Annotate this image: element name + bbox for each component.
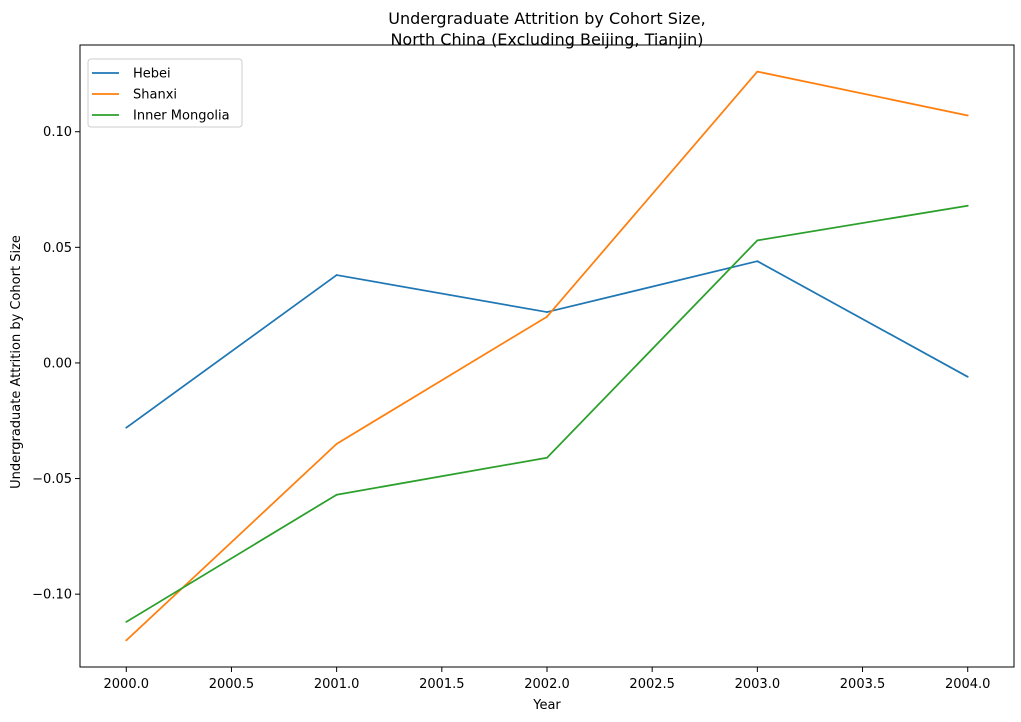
- x-tick-label: 2003.0: [735, 677, 781, 692]
- y-tick-label: 0.10: [43, 125, 72, 140]
- data-point-shanxi: [756, 70, 759, 73]
- data-point-inner-mongolia: [335, 493, 338, 496]
- x-axis-label: Year: [532, 698, 561, 713]
- y-tick-label: 0.00: [43, 356, 72, 371]
- data-point-inner-mongolia: [125, 621, 128, 623]
- chart-title-line-2: North China (Excluding Beijing, Tianjin): [390, 30, 703, 49]
- x-tick-label: 2000.5: [209, 677, 255, 692]
- x-tick-label: 2002.5: [629, 677, 675, 692]
- y-tick-label: 0.05: [43, 241, 72, 256]
- x-tick-label: 2001.5: [419, 677, 465, 692]
- data-point-hebei: [966, 375, 969, 378]
- data-point-shanxi: [335, 442, 338, 445]
- series-line-inner-mongolia: [125, 204, 968, 623]
- legend-label-hebei: Hebei: [133, 67, 171, 82]
- x-tick-label: 2002.0: [524, 677, 570, 692]
- data-point-hebei: [756, 260, 759, 263]
- y-tick-label: −0.05: [32, 472, 72, 487]
- x-tick-label: 2001.0: [314, 677, 360, 692]
- y-tick-label: −0.10: [32, 588, 72, 603]
- series-line-hebei: [125, 260, 969, 429]
- data-point-inner-mongolia: [756, 239, 759, 242]
- x-tick-label: 2000.0: [104, 677, 150, 692]
- legend-label-shanxi: Shanxi: [133, 88, 177, 103]
- x-tick-label: 2003.5: [840, 677, 886, 692]
- data-point-inner-mongolia: [546, 456, 548, 459]
- data-point-hebei: [546, 311, 548, 313]
- data-point-shanxi: [546, 315, 548, 318]
- x-axis-ticks: 2000.0 2000.5 2001.0 2001.5 2002.0 2002.5 2003…: [104, 667, 991, 692]
- data-point-hebei: [335, 274, 338, 276]
- data-point-inner-mongolia: [966, 204, 969, 207]
- series-line-shanxi: [125, 70, 968, 642]
- series-lines: [125, 70, 969, 642]
- data-point-hebei: [125, 426, 128, 429]
- legend-box: [87, 58, 243, 128]
- y-axis-label: Undergraduate Attrition by Cohort Size: [9, 235, 24, 489]
- y-axis-ticks: −0.10 −0.05 0.00 0.05 0.10: [32, 125, 80, 603]
- data-point-shanxi: [966, 114, 969, 117]
- legend: Hebei Shanxi Inner Mongolia: [87, 58, 243, 128]
- chart-title-line-1: Undergraduate Attrition by Cohort Size,: [388, 9, 705, 28]
- plot-area-frame: [79, 44, 1015, 668]
- legend-label-inner-mongolia: Inner Mongolia: [133, 109, 230, 124]
- data-point-shanxi: [125, 639, 128, 642]
- x-tick-label: 2004.0: [945, 677, 991, 692]
